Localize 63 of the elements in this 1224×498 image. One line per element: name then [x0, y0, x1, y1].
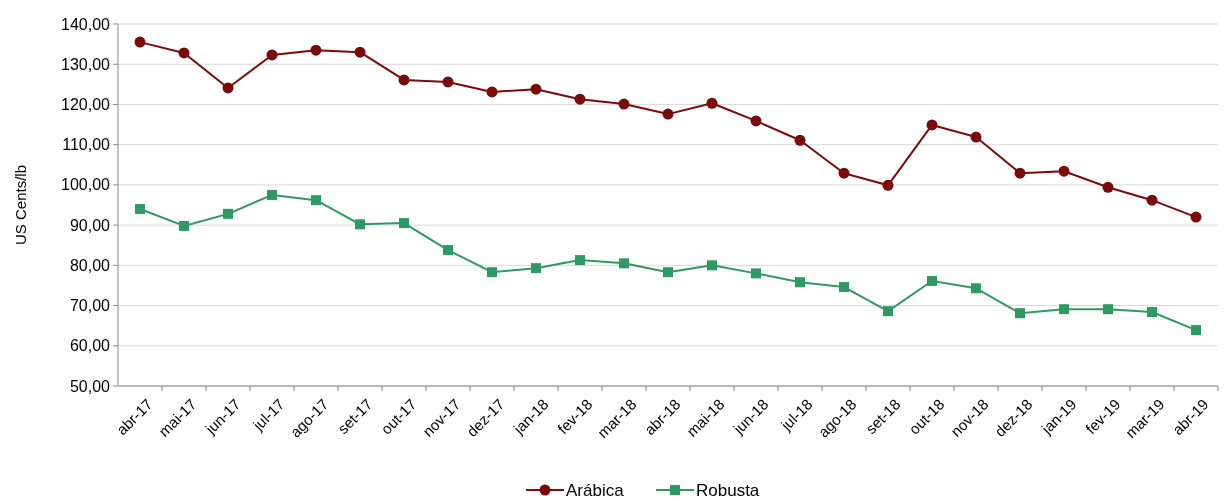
- point: [926, 119, 938, 131]
- point: [222, 82, 234, 94]
- point: [531, 263, 541, 274]
- y-tick-label: 110,00: [62, 136, 111, 154]
- point: [398, 74, 410, 86]
- point: [1190, 211, 1202, 223]
- point: [487, 267, 497, 278]
- point: [134, 36, 146, 48]
- point: [970, 131, 982, 143]
- y-tick-label: 100,00: [61, 176, 111, 194]
- point: [1014, 167, 1026, 179]
- point: [1015, 308, 1025, 319]
- legend-label: Robusta: [696, 480, 760, 498]
- point: [310, 44, 322, 56]
- y-axis-title: US Cents/lb: [12, 164, 29, 246]
- point: [1102, 181, 1114, 193]
- point: [839, 282, 849, 293]
- point: [486, 86, 498, 98]
- point: [530, 83, 542, 95]
- point: [1147, 306, 1157, 317]
- y-tick-label: 70,00: [69, 297, 111, 315]
- y-tick-label: 120,00: [61, 96, 111, 114]
- point: [1059, 304, 1069, 315]
- point: [838, 167, 850, 179]
- point: [794, 134, 806, 146]
- y-tick-label: 50,00: [69, 377, 111, 395]
- point: [971, 283, 981, 294]
- y-tick-label: 130,00: [61, 55, 111, 73]
- point: [1146, 194, 1158, 206]
- point: [266, 49, 278, 61]
- point: [1058, 165, 1070, 177]
- point: [311, 195, 321, 206]
- point: [663, 267, 673, 278]
- point: [883, 306, 893, 317]
- y-tick-label: 90,00: [69, 216, 111, 234]
- point: [354, 46, 366, 58]
- point: [795, 277, 805, 288]
- point: [443, 245, 453, 256]
- point: [179, 220, 189, 231]
- point: [575, 255, 585, 266]
- point: [574, 93, 586, 105]
- point: [619, 258, 629, 269]
- point: [1103, 304, 1113, 315]
- point: [223, 208, 233, 219]
- point: [882, 179, 894, 191]
- point: [662, 108, 674, 120]
- point: [751, 268, 761, 279]
- y-tick-label: 60,00: [69, 337, 111, 355]
- y-tick-label: 80,00: [69, 256, 111, 274]
- point: [442, 76, 454, 88]
- point: [1191, 325, 1201, 336]
- point: [178, 47, 190, 59]
- point: [399, 218, 409, 229]
- point: [706, 97, 718, 109]
- point: [927, 276, 937, 287]
- point: [135, 204, 145, 215]
- y-tick-label: 140,00: [61, 15, 111, 33]
- point: [267, 189, 277, 200]
- legend-label: Arábica: [566, 480, 625, 498]
- point: [355, 219, 365, 230]
- point: [618, 98, 630, 110]
- point: [707, 260, 717, 271]
- point: [750, 115, 762, 127]
